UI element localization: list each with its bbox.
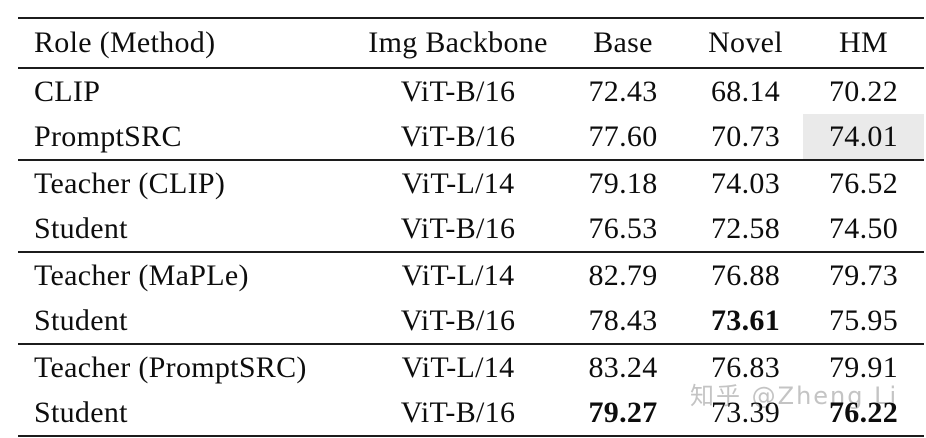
table-header: Role (Method) Img Backbone Base Novel HM bbox=[18, 18, 924, 68]
cell-base: 72.43 bbox=[588, 74, 658, 108]
cell-novel: 73.39 bbox=[711, 395, 780, 429]
cell-role: Teacher (PromptSRC) bbox=[34, 350, 307, 384]
cell-role: PromptSRC bbox=[34, 119, 182, 153]
cell-role: Teacher (CLIP) bbox=[34, 166, 226, 200]
cell-hm: 79.91 bbox=[829, 350, 898, 384]
cell-backbone: ViT-B/16 bbox=[400, 119, 516, 153]
cell-novel: 76.88 bbox=[711, 258, 780, 292]
cell-hm: 79.73 bbox=[829, 258, 898, 292]
cell-backbone: ViT-B/16 bbox=[400, 303, 516, 337]
column-header-hm: HM bbox=[839, 26, 888, 59]
cell-novel: 70.73 bbox=[711, 119, 780, 153]
column-header-role: Role (Method) bbox=[34, 26, 216, 59]
cell-base: 79.18 bbox=[588, 166, 658, 200]
cell-novel: 74.03 bbox=[711, 166, 780, 200]
table-row: Teacher (PromptSRC) ViT-L/14 83.24 76.83 79.… bbox=[18, 344, 924, 390]
table-row: Teacher (CLIP) ViT-L/14 79.18 74.03 76.52 bbox=[18, 160, 924, 206]
table-row: Student ViT-B/16 76.53 72.58 74.50 bbox=[18, 206, 924, 252]
table-row: PromptSRC ViT-B/16 77.60 70.73 74.01 bbox=[18, 114, 924, 160]
table-row: Teacher (MaPLe) ViT-L/14 82.79 76.88 79.73 bbox=[18, 252, 924, 298]
cell-role: CLIP bbox=[34, 74, 101, 108]
cell-novel: 68.14 bbox=[711, 74, 780, 108]
cell-hm: 74.01 bbox=[803, 114, 924, 160]
cell-backbone: ViT-B/16 bbox=[400, 395, 516, 429]
cell-novel: 72.58 bbox=[711, 211, 780, 245]
table-row: Student ViT-B/16 78.43 73.61 75.95 bbox=[18, 298, 924, 344]
column-header-base: Base bbox=[593, 26, 653, 59]
results-table: Role (Method) Img Backbone Base Novel HM… bbox=[18, 17, 924, 437]
cell-base: 78.43 bbox=[588, 303, 658, 337]
cell-role: Student bbox=[34, 211, 128, 245]
cell-backbone: ViT-L/14 bbox=[401, 350, 515, 384]
cell-hm: 74.50 bbox=[829, 211, 898, 245]
column-header-backbone: Img Backbone bbox=[368, 26, 548, 59]
cell-base: 77.60 bbox=[588, 119, 658, 153]
cell-backbone: ViT-B/16 bbox=[400, 211, 516, 245]
cell-backbone: ViT-L/14 bbox=[401, 166, 515, 200]
cell-hm: 76.22 bbox=[829, 395, 898, 429]
cell-base: 82.79 bbox=[588, 258, 658, 292]
cell-hm: 75.95 bbox=[829, 303, 898, 337]
table-body: CLIP ViT-B/16 72.43 68.14 70.22 PromptSRC ViT-… bbox=[18, 68, 924, 436]
cell-role: Student bbox=[34, 395, 128, 429]
cell-role: Student bbox=[34, 303, 128, 337]
cell-backbone: ViT-L/14 bbox=[401, 258, 515, 292]
cell-hm: 70.22 bbox=[829, 74, 898, 108]
table-row: CLIP ViT-B/16 72.43 68.14 70.22 bbox=[18, 68, 924, 114]
cell-novel: 73.61 bbox=[711, 303, 780, 337]
cell-novel: 76.83 bbox=[711, 350, 780, 384]
cell-role: Teacher (MaPLe) bbox=[34, 258, 249, 292]
cell-base: 79.27 bbox=[588, 395, 658, 429]
table-row: Student ViT-B/16 79.27 73.39 76.22 bbox=[18, 390, 924, 436]
cell-base: 76.53 bbox=[588, 211, 658, 245]
cell-base: 83.24 bbox=[588, 350, 658, 384]
header-row: Role (Method) Img Backbone Base Novel HM bbox=[18, 18, 924, 68]
cell-backbone: ViT-B/16 bbox=[400, 74, 516, 108]
cell-hm: 76.52 bbox=[829, 166, 898, 200]
column-header-novel: Novel bbox=[708, 26, 783, 59]
